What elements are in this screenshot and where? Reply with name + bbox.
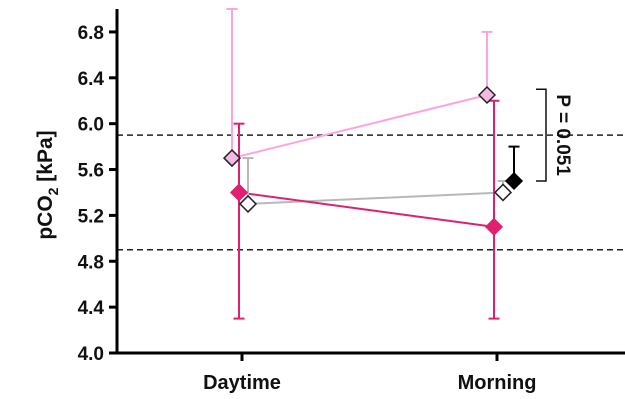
series-line	[238, 191, 495, 228]
data-point	[238, 194, 258, 213]
data-point	[484, 217, 504, 236]
series-lines	[231, 94, 504, 228]
data-point	[477, 85, 497, 105]
y-tick-label: 4.8	[78, 252, 104, 273]
error-bars	[226, 8, 520, 320]
annotation: P = 0.051	[536, 88, 573, 182]
series-layer	[222, 8, 524, 320]
p-value-label: P = 0.051	[552, 94, 573, 176]
y-tick-label: 5.6	[78, 161, 104, 182]
y-tick-label: 6.4	[78, 69, 105, 90]
significance-bracket	[536, 88, 547, 182]
markers	[222, 85, 524, 236]
data-point	[229, 183, 249, 202]
y-tick-label: 5.2	[78, 206, 104, 227]
x-tick-label: Daytime	[203, 372, 281, 394]
y-tick-label: 6.8	[78, 23, 104, 44]
x-tick-label: Morning	[458, 372, 537, 394]
y-tick-label: 4.0	[78, 344, 104, 365]
series-line	[231, 94, 488, 160]
axes: 4.0 4.4 4.8 5.2 5.6 6.0 6.4 6.8 Daytime Morning	[78, 9, 625, 394]
data-point	[222, 149, 242, 168]
y-tick-label: 6.0	[78, 115, 104, 136]
data-point	[493, 183, 513, 202]
series-line	[247, 191, 504, 205]
y-tick-label: 4.4	[78, 298, 105, 319]
y-axis-title: pCO2 [kPa]	[34, 130, 61, 239]
reference-lines	[117, 134, 625, 251]
data-point	[504, 171, 524, 191]
